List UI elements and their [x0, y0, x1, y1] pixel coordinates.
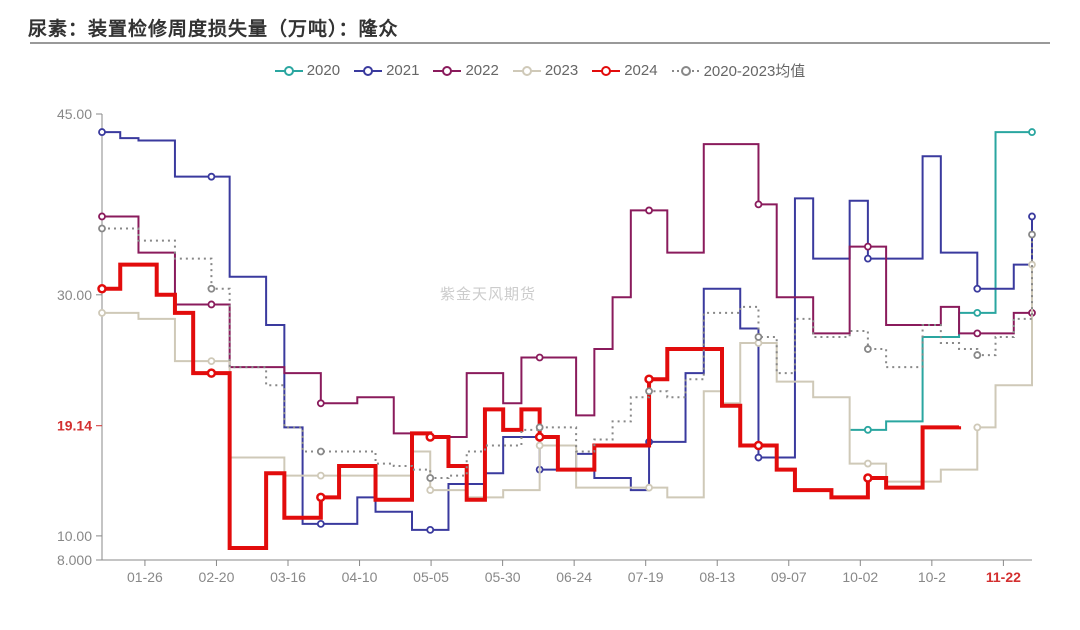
svg-text:45.00: 45.00 [57, 106, 92, 122]
svg-text:03-16: 03-16 [270, 569, 306, 585]
svg-text:10-2: 10-2 [918, 569, 946, 585]
legend-label: 2023 [545, 62, 578, 79]
svg-text:04-10: 04-10 [342, 569, 378, 585]
legend-swatch [354, 65, 382, 77]
svg-text:09-07: 09-07 [771, 569, 807, 585]
svg-text:19.14: 19.14 [57, 418, 92, 434]
svg-text:06-24: 06-24 [556, 569, 592, 585]
chart-title: 尿素：装置检修周度损失量（万吨）：隆众 [28, 14, 399, 41]
legend-item-2020: 2020 [275, 60, 340, 81]
legend-label: 2021 [386, 62, 419, 79]
legend: 2020 2021 2022 2023 2024 2020-2023均值 [0, 60, 1080, 81]
legend-label: 2020-2023均值 [704, 60, 806, 81]
legend-swatch [672, 65, 700, 77]
legend-swatch [513, 65, 541, 77]
legend-swatch [433, 65, 461, 77]
svg-text:02-20: 02-20 [199, 569, 235, 585]
legend-item-2022: 2022 [433, 60, 498, 81]
title-underline [30, 42, 1050, 44]
legend-label: 2024 [624, 62, 657, 79]
legend-item-2024: 2024 [592, 60, 657, 81]
chart-svg: 8.000 10.00 19.14 30.00 45.00 01-26 02-20 03-16… [30, 100, 1050, 600]
svg-text:07-19: 07-19 [628, 569, 664, 585]
legend-item-2020-2023均值: 2020-2023均值 [672, 60, 806, 81]
legend-swatch [592, 65, 620, 77]
svg-text:10-02: 10-02 [842, 569, 878, 585]
legend-item-2023: 2023 [513, 60, 578, 81]
legend-swatch [275, 65, 303, 77]
chart-area: 8.000 10.00 19.14 30.00 45.00 01-26 02-20 03-16… [30, 100, 1050, 600]
svg-text:30.00: 30.00 [57, 287, 92, 303]
svg-text:05-30: 05-30 [485, 569, 521, 585]
svg-text:08-13: 08-13 [699, 569, 735, 585]
svg-text:11-22: 11-22 [986, 569, 1021, 585]
legend-label: 2020 [307, 62, 340, 79]
svg-text:05-05: 05-05 [413, 569, 449, 585]
svg-text:10.00: 10.00 [57, 528, 92, 544]
legend-label: 2022 [465, 62, 498, 79]
svg-text:8.000: 8.000 [57, 552, 92, 568]
svg-text:01-26: 01-26 [127, 569, 163, 585]
legend-item-2021: 2021 [354, 60, 419, 81]
